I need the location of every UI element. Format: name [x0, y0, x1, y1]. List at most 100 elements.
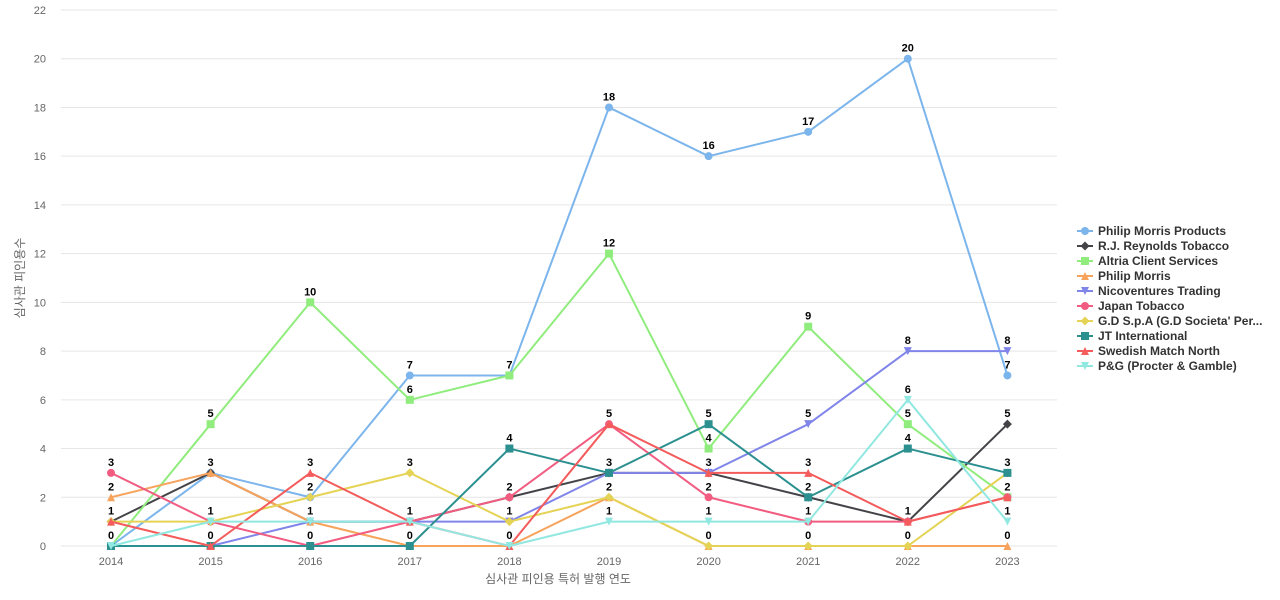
- data-point: [107, 542, 115, 550]
- legend-item-japan-tobacco[interactable]: Japan Tobacco: [1077, 299, 1184, 313]
- x-tick-label: 2018: [497, 556, 521, 568]
- data-point: [306, 542, 315, 550]
- legend-marker: [1081, 332, 1089, 340]
- series-line: [110, 57, 1009, 547]
- legend-item-jt-international[interactable]: JT International: [1077, 329, 1187, 343]
- data-label: 1: [506, 506, 512, 518]
- y-tick-label: 14: [34, 200, 46, 212]
- legend-marker: [1081, 302, 1089, 310]
- data-label: 10: [304, 286, 316, 298]
- data-point: [306, 468, 315, 477]
- x-tick-label: 2023: [995, 556, 1019, 568]
- data-point: [704, 493, 713, 502]
- legend-item-g-d-s-p-a-g-d-societa-per[interactable]: G.D S.p.A (G.D Societa' Per...: [1077, 314, 1262, 328]
- legend-label: JT International: [1098, 329, 1187, 343]
- legend-item-r-j-reynolds-tobacco[interactable]: R.J. Reynolds Tobacco: [1077, 239, 1229, 253]
- data-point: [704, 468, 713, 477]
- x-tick-label: 2014: [99, 556, 123, 568]
- data-label: 0: [307, 530, 313, 542]
- series: [106, 54, 1012, 551]
- series-line: [110, 423, 1009, 523]
- data-point: [903, 54, 912, 63]
- data-point: [505, 371, 514, 380]
- x-tick-label: 2016: [298, 556, 322, 568]
- data-point: [604, 492, 614, 502]
- legend-marker: [1081, 257, 1089, 265]
- data-point: [903, 541, 913, 551]
- data-label: 6: [905, 384, 911, 396]
- data-point: [605, 420, 613, 429]
- series-swedish-match-north: [107, 420, 1012, 550]
- data-point: [1003, 517, 1012, 526]
- data-label: 3: [407, 457, 413, 469]
- y-axis-ticks: 0 2 4 6 8 10 12 14 16 18 20 22: [34, 5, 46, 553]
- data-label: 1: [1004, 506, 1010, 518]
- data-label: 0: [1004, 530, 1010, 542]
- x-tick-label: 2015: [198, 556, 222, 568]
- y-tick-label: 16: [34, 151, 46, 163]
- data-point: [804, 468, 813, 477]
- data-label: 2: [706, 481, 712, 493]
- data-point: [405, 517, 414, 526]
- y-tick-label: 0: [40, 541, 46, 553]
- data-point: [107, 468, 115, 477]
- data-point: [505, 493, 514, 502]
- series-line: [111, 423, 1008, 547]
- data-label: 16: [702, 140, 714, 152]
- data-label: 5: [905, 408, 911, 420]
- legend-label: P&G (Procter & Gamble): [1098, 359, 1237, 373]
- data-point: [903, 347, 912, 356]
- x-axis-title: 심사관 피인용 특허 발행 연도: [485, 571, 631, 586]
- data-point: [704, 541, 714, 551]
- data-label: 2: [307, 481, 313, 493]
- data-label: 7: [506, 359, 512, 371]
- legend-marker: [1081, 362, 1089, 370]
- data-label: 1: [905, 506, 911, 518]
- data-point: [1003, 542, 1012, 550]
- legend-item-swedish-match-north[interactable]: Swedish Match North: [1077, 344, 1220, 358]
- data-label: 3: [606, 457, 612, 469]
- legend-item-altria-client-services[interactable]: Altria Client Services: [1077, 254, 1218, 268]
- legend-item-nicoventures-trading[interactable]: Nicoventures Trading: [1077, 284, 1221, 298]
- data-label: 0: [706, 530, 712, 542]
- data-label: 9: [805, 311, 811, 323]
- data-label: 7: [1004, 359, 1010, 371]
- data-point: [1003, 468, 1012, 477]
- legend-item-philip-morris-products[interactable]: Philip Morris Products: [1077, 224, 1226, 238]
- data-label: 1: [307, 506, 313, 518]
- y-tick-label: 22: [34, 5, 46, 17]
- x-tick-label: 2019: [597, 556, 621, 568]
- y-tick-label: 12: [34, 249, 46, 261]
- data-point: [1003, 347, 1012, 356]
- data-label: 3: [706, 457, 712, 469]
- data-label: 4: [905, 433, 912, 445]
- legend-marker: [1081, 272, 1089, 280]
- x-tick-label: 2017: [398, 556, 422, 568]
- data-label: 0: [805, 530, 811, 542]
- data-point: [605, 103, 613, 112]
- legend-label: Japan Tobacco: [1098, 299, 1184, 313]
- data-point: [605, 468, 613, 477]
- data-point: [505, 542, 514, 550]
- data-point: [804, 127, 813, 136]
- data-label: 12: [603, 238, 615, 250]
- x-tick-label: 2021: [796, 556, 820, 568]
- data-label: 0: [208, 530, 214, 542]
- y-tick-label: 8: [40, 346, 46, 358]
- data-point: [804, 420, 813, 429]
- series-line: [110, 423, 1008, 547]
- legend-label: Nicoventures Trading: [1098, 284, 1221, 298]
- y-axis-title: 심사관 피인용수: [13, 238, 27, 319]
- data-label: 1: [407, 506, 413, 518]
- data-label: 4: [706, 433, 713, 445]
- data-point: [107, 493, 115, 502]
- legend-item-p-g-procter-gamble[interactable]: P&G (Procter & Gamble): [1077, 359, 1237, 373]
- data-point: [803, 541, 813, 551]
- legend-label: Philip Morris: [1098, 269, 1171, 283]
- legend-item-philip-morris[interactable]: Philip Morris: [1077, 269, 1171, 283]
- data-point: [804, 493, 813, 502]
- x-axis-ticks: 2014 2015 2016 2017 2018 2019 2020 2021 2022 2023: [99, 556, 1020, 568]
- data-label: 3: [1004, 457, 1010, 469]
